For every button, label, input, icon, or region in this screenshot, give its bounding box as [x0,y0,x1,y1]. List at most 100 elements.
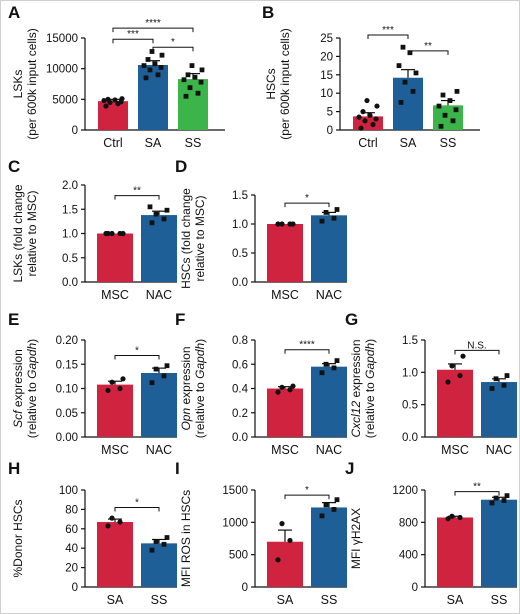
y-axis-label: Scf expression (relative to Gapdh) [11,339,39,438]
y-tick-label: 0.8 [232,335,248,347]
x-tick-label: MSC [441,443,469,457]
data-point [319,370,325,376]
significance-label: * [171,37,175,48]
data-point [161,216,167,222]
x-tick-label: MSC [271,443,299,457]
bar-ss [481,499,517,587]
data-point [450,118,456,124]
y-tick-label: 20 [320,51,333,63]
data-point [275,557,281,563]
significance-bracket [367,34,409,40]
data-point [147,204,153,210]
bar-sa [393,77,423,130]
data-point [358,125,364,131]
y-tick-label: 1500 [222,485,248,497]
x-tick-label: NAC [146,443,172,457]
data-point [159,52,165,58]
data-point [449,363,455,369]
data-point [109,515,115,521]
y-tick-label: 0.0 [232,432,248,444]
y-axis-label-line: LSKs (fold change [11,184,25,282]
x-tick-label: Ctrl [358,136,377,150]
data-point [334,497,340,503]
y-axis-label: LSKs (per 600k input cells) [11,28,39,139]
data-point [117,385,123,392]
bar-sa [267,541,303,587]
x-tick-label: SA [145,136,162,150]
significance-bracket [114,355,160,360]
data-point [103,230,109,237]
data-point [445,516,451,522]
y-tick-label: 100 [59,485,78,497]
y-axis-label-line: MFI γH2AX [349,508,363,569]
x-tick-label: MSC [101,443,129,457]
significance-label: **** [145,18,161,29]
bar-ss [178,79,208,130]
data-point [398,100,404,105]
data-point [396,63,402,68]
label-part: expression [349,339,363,400]
data-point [323,502,329,508]
data-point [143,75,149,81]
panel-label: F [175,310,185,329]
data-point [447,98,453,103]
bar-nac [311,366,347,437]
label-part: ) [363,339,377,343]
data-point [449,513,455,519]
significance-bracket [284,202,330,208]
data-point [413,70,419,76]
significance-bracket [114,506,160,512]
data-point [438,123,444,129]
data-point [164,363,170,369]
panel-i: I 0 500 1000 1500 MFI ROS in HSCs SA SS * [175,459,347,607]
data-point [112,97,118,103]
y-axis-label-line: MFI ROS in HSCs [179,490,193,587]
data-point [185,72,191,78]
label-part: (relative to [25,379,39,438]
data-point [164,207,170,213]
bar-nac [141,215,177,282]
data-point [319,513,325,519]
y-tick-label: 1.0 [402,367,418,379]
data-point [290,383,296,389]
x-tick-label: NAC [486,443,512,457]
y-axis-label-line: relative to MSC) [25,190,39,276]
data-point [153,211,159,217]
y-tick-label: 0.2 [232,408,248,420]
x-tick-label: NAC [316,288,342,302]
data-point [457,372,463,379]
y-axis-label: %Donor HSCs [11,499,25,577]
x-tick-label: MSC [271,288,299,302]
x-tick-label: NAC [146,288,172,302]
data-point [453,107,459,113]
x-tick-label: SS [185,136,202,150]
x-tick-label: SA [447,593,464,607]
y-axis-label-line: (per 600k input cells) [25,28,39,139]
bar-ctrl [98,101,128,130]
data-point [436,103,442,109]
bar-nac [141,372,177,437]
y-tick-label: 500 [229,550,248,562]
data-point [373,116,379,122]
data-point [120,230,126,237]
y-tick-label: 1.0 [62,229,78,241]
data-point [279,384,285,390]
data-point [334,207,340,212]
y-tick-label: 2.0 [62,180,78,192]
data-point [189,63,195,68]
bar-msc [267,224,303,282]
data-point [440,92,446,98]
data-point [362,118,368,124]
x-tick-label: SA [277,593,294,607]
y-tick-label: 10 [320,88,333,100]
data-point [152,61,158,67]
data-point [364,97,370,104]
significance-bracket [407,50,449,55]
panel-label: D [175,157,187,176]
y-tick-label: 0 [242,582,248,594]
data-point [101,97,107,104]
panel-label: B [262,3,274,22]
y-axis-label: Cxcl12 expression(relative to Gapdh) [349,339,377,438]
y-axis-label-line: (per 600k input cells) [278,28,292,139]
data-point [155,72,161,78]
